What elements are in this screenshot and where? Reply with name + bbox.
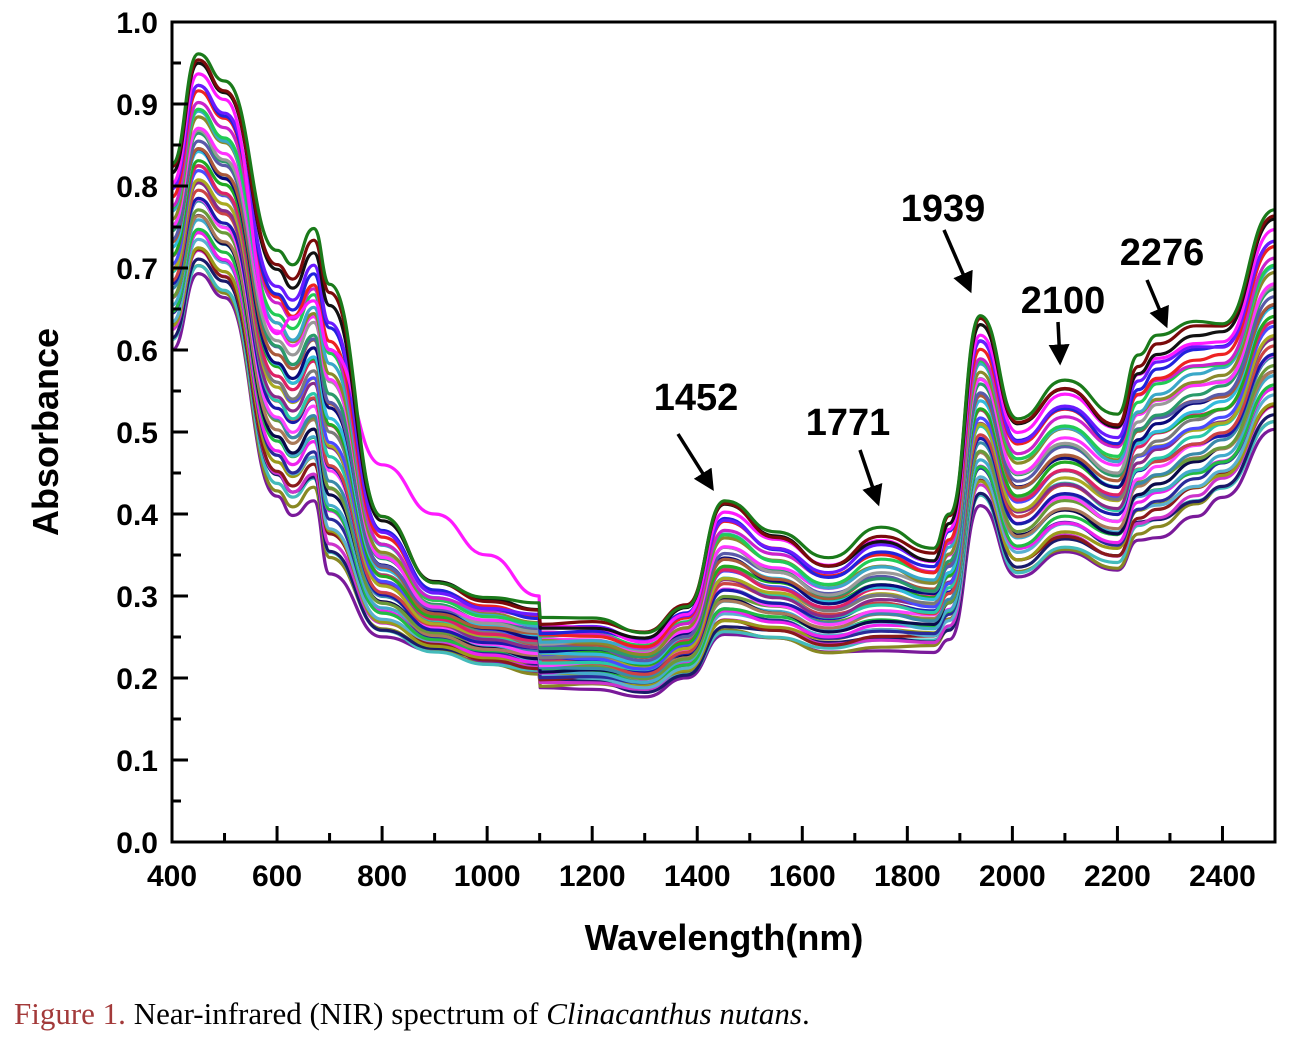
annotation-arrow-1771	[858, 449, 883, 507]
annotations-layer: 1452 1771 1939 2100 2276	[654, 188, 1205, 507]
x-tick-label: 400	[147, 860, 197, 893]
y-tick-label: 0.5	[116, 417, 158, 450]
x-tick-label: 1200	[559, 860, 626, 893]
series-line-spectrum-5	[171, 83, 1276, 642]
caption-text: Near-infrared (NIR) spectrum of	[125, 996, 547, 1031]
series-layer	[171, 52, 1276, 699]
series-line-spectrum-44	[171, 272, 1276, 699]
x-axis-title: Wavelength(nm)	[585, 917, 864, 958]
figure-label: Figure 1.	[14, 996, 126, 1031]
x-tick-label: 2400	[1189, 860, 1256, 893]
series-line-spectrum-22	[171, 169, 1276, 671]
series-line-spectrum-38	[171, 246, 1276, 688]
annotation-label-1771: 1771	[806, 402, 891, 444]
annotation-arrow-2276	[1145, 279, 1169, 329]
series-line-spectrum-2	[171, 58, 1276, 634]
y-tick-label: 1.0	[116, 7, 158, 40]
x-tick-label: 1000	[454, 860, 521, 893]
y-tick-label: 0.0	[116, 827, 158, 860]
y-tick-label: 0.2	[116, 663, 158, 696]
y-tick-label: 0.9	[116, 89, 158, 122]
figure-caption: Figure 1. Near-infrared (NIR) spectrum o…	[14, 996, 810, 1032]
series-line-spectrum-12	[171, 126, 1276, 656]
annotation-arrow-1452	[676, 433, 714, 491]
series-line-spectrum-31	[171, 214, 1276, 677]
annotation-label-1939: 1939	[901, 188, 986, 230]
axes-layer: 400 600 800 1000 1200 1400 1600 1800 2000 2200 240…	[116, 7, 1277, 893]
y-tick-label: 0.6	[116, 335, 158, 368]
x-tick-label: 2200	[1084, 860, 1151, 893]
annotation-label-2100: 2100	[1021, 280, 1106, 322]
annotation-arrow-2100	[1048, 321, 1070, 366]
x-tick-label: 800	[357, 860, 407, 893]
annotation-arrow-1939	[942, 229, 973, 294]
annotation-label-2276: 2276	[1120, 232, 1205, 274]
y-tick-label: 0.1	[116, 745, 158, 778]
annotation-label-1452: 1452	[654, 377, 739, 419]
x-tick-label: 1400	[664, 860, 731, 893]
x-tick-label: 600	[252, 860, 302, 893]
nir-spectrum-chart: 400 600 800 1000 1200 1400 1600 1800 2000 2200 240…	[25, 7, 1277, 958]
y-tick-label: 0.8	[116, 171, 158, 204]
y-tick-label: 0.7	[116, 253, 158, 286]
caption-end: .	[801, 996, 810, 1031]
x-tick-label: 2000	[979, 860, 1046, 893]
x-tick-label: 1600	[769, 860, 836, 893]
y-tick-label: 0.3	[116, 581, 158, 614]
series-line-spectrum-1	[171, 52, 1276, 635]
y-axis-title: Absorbance	[25, 328, 66, 536]
caption-species: Clinacanthus nutans	[546, 996, 802, 1031]
y-tick-label: 0.4	[116, 499, 158, 532]
x-tick-label: 1800	[874, 860, 941, 893]
